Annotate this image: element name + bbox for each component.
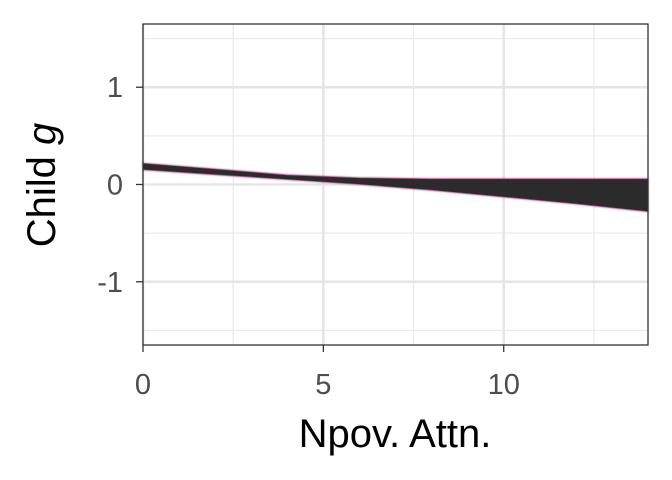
y-tick-label: 1 (107, 72, 123, 104)
y-axis-title-main: Child (20, 145, 64, 247)
y-axis-title: Child g (20, 123, 64, 248)
y-tick-label: 0 (107, 170, 123, 202)
y-tick-label: -1 (97, 267, 123, 299)
y-axis-ticks: -1 0 1 (97, 72, 143, 299)
y-axis-title-italic: g (20, 123, 64, 145)
x-axis-title: Npov. Attn. (299, 412, 492, 456)
x-tick-label: 0 (135, 369, 151, 401)
x-tick-label: 10 (488, 369, 520, 401)
x-tick-label: 5 (315, 369, 331, 401)
x-axis-ticks: 0 5 10 (135, 345, 520, 401)
